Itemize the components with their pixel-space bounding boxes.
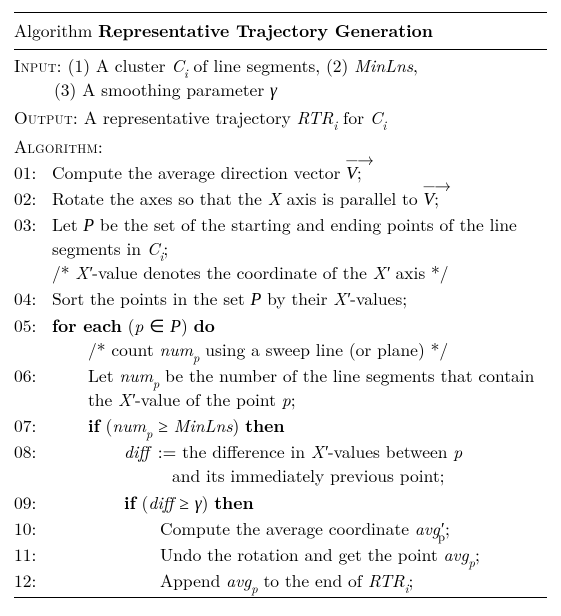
algorithm-title: Algorithm Representative Trajectory Gene… <box>14 17 547 45</box>
line-number: 05: <box>14 314 46 338</box>
algorithm-body: 01:Compute the average direction vector … <box>14 161 547 593</box>
line-body: Let P be the set of the starting and end… <box>52 213 547 285</box>
algo-line: 10:Compute the average coordinate avg′p; <box>14 517 547 541</box>
algorithm-label: Algorithm: <box>14 134 103 159</box>
algo-line: 08:diff := the difference in X′-values b… <box>14 440 547 488</box>
algo-line: 01:Compute the average direction vector … <box>14 161 547 185</box>
line-number: 08: <box>14 440 46 464</box>
line-body: if (diff ≥ γ) then <box>52 491 547 515</box>
algorithm-box: Algorithm Representative Trajectory Gene… <box>0 0 561 616</box>
title-prefix: Algorithm <box>14 18 92 43</box>
algo-line: 05:for each (p ∈ P) do/* count nump usin… <box>14 314 547 362</box>
output-section: Output: A representative trajectory RTRi… <box>14 106 547 130</box>
line-body: if (nump ≥ MinLns) then <box>52 414 547 438</box>
line-number: 07: <box>14 414 46 438</box>
line-body: Let nump be the number of the line segme… <box>52 364 547 412</box>
algo-line: 06:Let nump be the number of the line se… <box>14 364 547 412</box>
line-number: 10: <box>14 517 46 541</box>
algo-line: 07:if (nump ≥ MinLns) then <box>14 414 547 438</box>
output-text: A representative trajectory RTRi for Ci <box>84 105 386 130</box>
algo-line: 03:Let P be the set of the starting and … <box>14 213 547 285</box>
line-body: Rotate the axes so that the X axis is pa… <box>52 187 547 211</box>
algo-line: 04:Sort the points in the set P by their… <box>14 287 547 311</box>
line-number: 06: <box>14 364 46 388</box>
line-body: diff := the difference in X′-values betw… <box>52 440 547 488</box>
line-number: 02: <box>14 187 46 211</box>
input-section: Input: (1) A cluster Ci of line segments… <box>14 54 547 102</box>
line-number: 09: <box>14 491 46 515</box>
line-number: 12: <box>14 569 46 593</box>
line-number: 04: <box>14 287 46 311</box>
line-number: 11: <box>14 543 46 567</box>
top-rule <box>14 12 547 13</box>
output-label: Output: <box>14 105 78 130</box>
algorithm-label-line: Algorithm: <box>14 135 547 159</box>
line-body: Compute the average coordinate avg′p; <box>52 517 547 541</box>
input-label: Input: <box>14 53 62 78</box>
line-body: Sort the points in the set P by their X′… <box>52 287 547 311</box>
title-name: Representative Trajectory Generation <box>98 18 433 43</box>
line-number: 01: <box>14 161 46 185</box>
line-body: Append avgp to the end of RTRi; <box>52 569 547 593</box>
algo-line: 11:Undo the rotation and get the point a… <box>14 543 547 567</box>
line-body: Undo the rotation and get the point avgp… <box>52 543 547 567</box>
bottom-rule <box>14 597 547 598</box>
line-body: Compute the average direction vector −→V… <box>52 161 547 185</box>
algo-line: 09:if (diff ≥ γ) then <box>14 491 547 515</box>
algo-line: 12:Append avgp to the end of RTRi; <box>14 569 547 593</box>
line-body: for each (p ∈ P) do/* count nump using a… <box>52 314 547 362</box>
line-number: 03: <box>14 213 46 237</box>
title-rule <box>14 49 547 50</box>
algo-line: 02:Rotate the axes so that the X axis is… <box>14 187 547 211</box>
input-items: (1) A cluster Ci of line segments, (2) M… <box>14 53 418 102</box>
